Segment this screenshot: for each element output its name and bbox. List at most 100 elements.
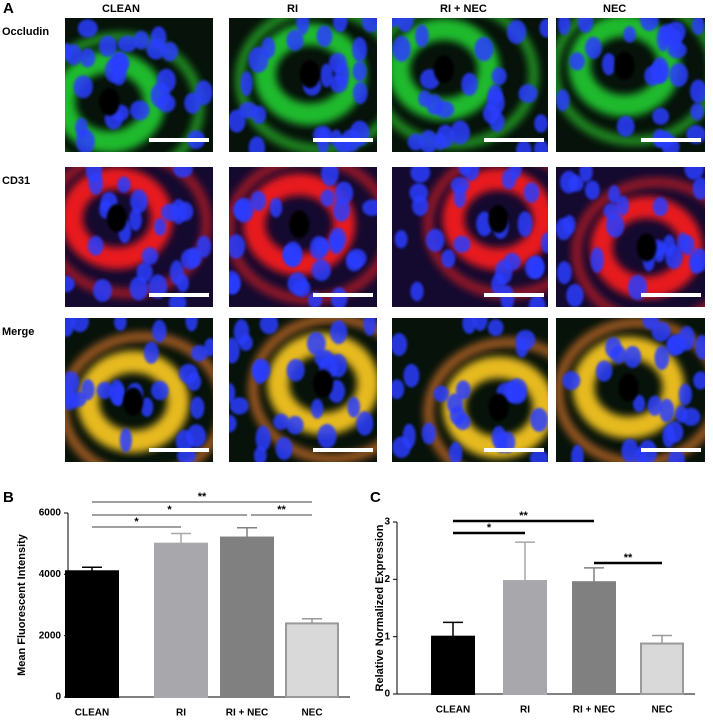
- lumen: [313, 369, 334, 398]
- x-tick-label: RI: [520, 705, 530, 716]
- lumen: [289, 210, 310, 239]
- nucleus: [248, 46, 269, 73]
- lumen: [618, 373, 639, 402]
- tissue-outer: [248, 318, 377, 462]
- lumen: [106, 204, 127, 233]
- nucleus: [410, 167, 431, 183]
- nucleus: [450, 120, 470, 145]
- nucleus: [321, 167, 339, 187]
- bar: [154, 542, 208, 699]
- y-tick-label: 2000: [39, 630, 62, 641]
- nucleus: [70, 318, 90, 333]
- y-axis-label: Relative Normalized Expression: [374, 524, 386, 691]
- nucleus: [352, 37, 368, 62]
- tissue-glow: [65, 167, 173, 270]
- micrograph: [229, 318, 377, 462]
- nucleus: [654, 345, 670, 371]
- significance-label: **: [519, 510, 528, 522]
- nucleus: [539, 18, 548, 38]
- nucleus: [248, 136, 266, 152]
- nucleus: [433, 385, 450, 403]
- nucleus: [65, 275, 75, 293]
- nucleus: [93, 279, 112, 302]
- nucleus: [114, 318, 127, 331]
- significance-label: **: [198, 491, 207, 503]
- nucleus: [616, 115, 635, 137]
- micrograph: [392, 167, 548, 307]
- nucleus: [75, 129, 95, 152]
- nucleus: [640, 18, 659, 32]
- y-axis-label: Mean Fluorescent Intensity: [16, 533, 28, 676]
- nucleus: [501, 169, 517, 190]
- bar: [503, 580, 547, 696]
- nucleus: [691, 18, 705, 35]
- nucleus: [482, 103, 500, 124]
- nucleus: [361, 18, 377, 33]
- nucleus: [329, 227, 347, 251]
- nucleus: [608, 185, 621, 204]
- micrograph: [65, 18, 213, 152]
- nucleus: [605, 337, 622, 359]
- lumen: [99, 87, 120, 116]
- nucleus: [665, 421, 684, 443]
- row-label: Merge: [2, 326, 34, 338]
- micrograph: [556, 18, 705, 152]
- nucleus: [605, 213, 625, 238]
- nucleus: [240, 70, 253, 97]
- nucleus: [229, 382, 236, 404]
- nucleus: [419, 130, 438, 152]
- tissue-outer: [556, 318, 705, 462]
- x-tick-label: RI + NEC: [226, 708, 269, 719]
- nucleus: [392, 332, 408, 356]
- nucleus: [669, 29, 682, 53]
- nucleus: [678, 383, 693, 406]
- nucleus: [689, 79, 705, 104]
- column-label: RI + NEC: [440, 3, 487, 15]
- nucleus: [411, 195, 429, 216]
- nucleus: [186, 372, 202, 391]
- tissue-outer: [65, 331, 213, 462]
- nucleus: [669, 62, 689, 87]
- nucleus: [569, 52, 586, 71]
- nucleus: [647, 395, 663, 416]
- nucleus: [328, 52, 347, 74]
- nucleus: [233, 199, 251, 220]
- nucleus: [143, 341, 159, 364]
- nucleus: [282, 245, 296, 265]
- nucleus: [516, 139, 532, 152]
- nucleus: [410, 281, 424, 302]
- nucleus: [269, 197, 283, 218]
- y-tick-label: 3: [384, 517, 390, 528]
- bar: [431, 635, 475, 696]
- nucleus: [329, 320, 348, 345]
- nucleus: [136, 262, 153, 283]
- nucleus: [425, 228, 445, 252]
- nucleus: [117, 176, 131, 193]
- nucleus: [601, 52, 616, 76]
- nucleus: [500, 431, 516, 454]
- nucleus: [73, 75, 93, 99]
- nucleus: [517, 211, 533, 237]
- nucleus: [229, 234, 246, 259]
- nucleus: [160, 203, 180, 222]
- nucleus: [559, 170, 578, 194]
- nucleus: [527, 255, 545, 279]
- nucleus: [491, 67, 507, 86]
- nucleus: [472, 318, 488, 332]
- nucleus: [556, 217, 573, 241]
- nucleus: [65, 43, 73, 60]
- y-tick-label: 1: [384, 631, 390, 642]
- nucleus: [148, 274, 168, 299]
- micrograph: [556, 318, 705, 462]
- nucleus: [676, 232, 689, 253]
- nucleus: [233, 319, 250, 345]
- nucleus: [556, 261, 572, 285]
- nucleus: [528, 295, 546, 307]
- tissue-glow: [442, 168, 548, 271]
- nucleus: [229, 414, 237, 433]
- nucleus: [129, 100, 150, 121]
- nucleus: [347, 396, 361, 418]
- y-tick-label: 0: [384, 689, 390, 700]
- nucleus: [152, 319, 167, 343]
